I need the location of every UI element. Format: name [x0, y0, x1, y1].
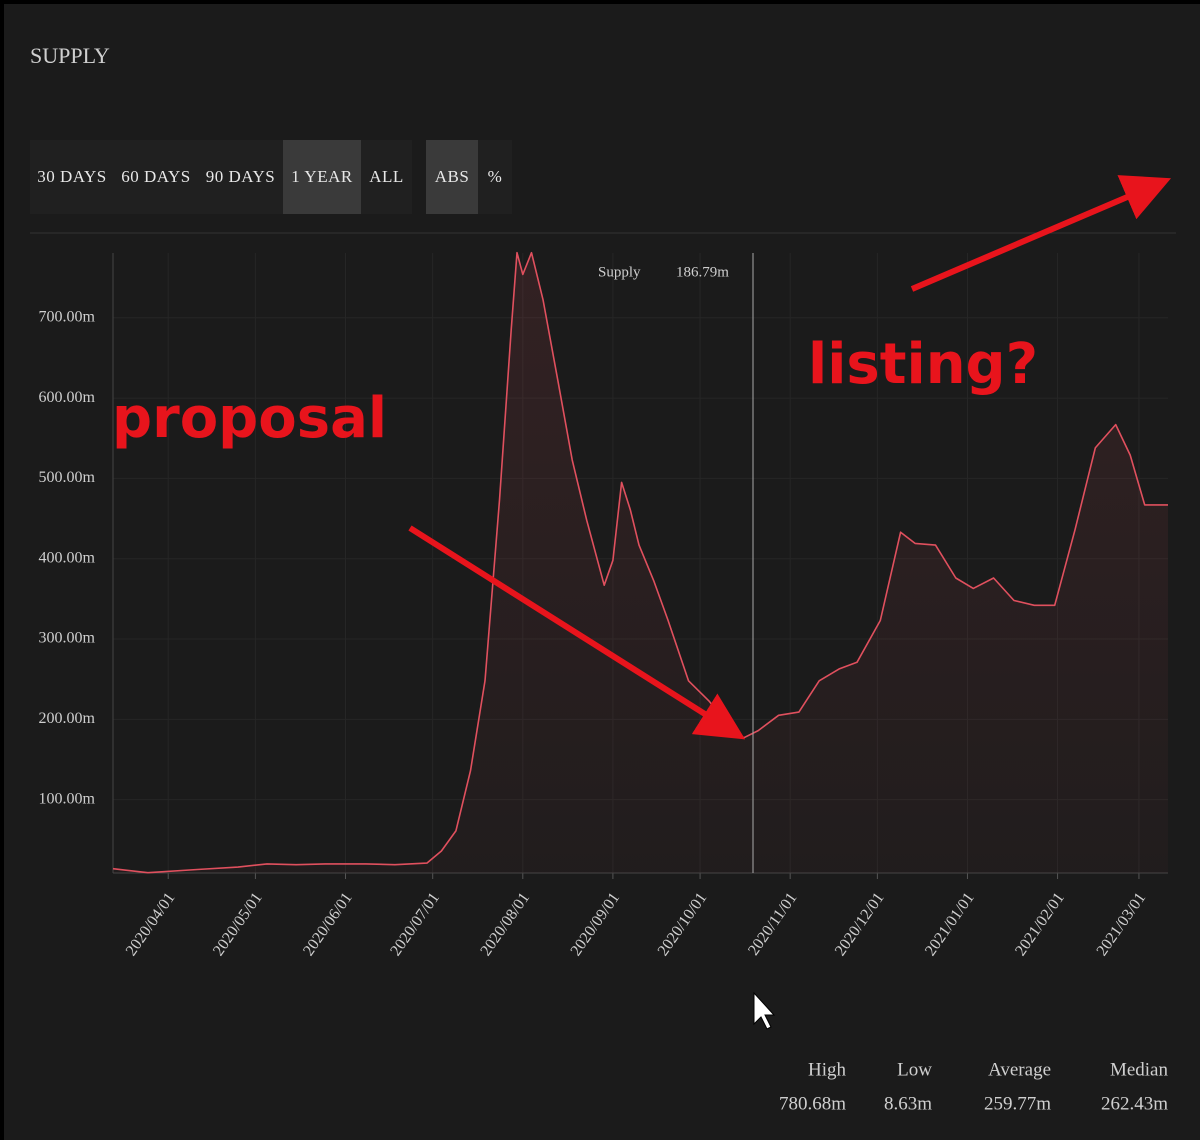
tooltip-label: Supply: [598, 264, 641, 280]
mode-button-active: [426, 140, 478, 214]
y-tick-label: 300.00m: [39, 630, 96, 647]
tooltip-value: 186.79m: [676, 264, 729, 280]
arrow: [408, 525, 746, 740]
annotation: listing?: [808, 332, 1038, 397]
cursor: [753, 991, 776, 1030]
panel-title: SUPPLY: [30, 43, 110, 68]
annotation: proposal: [112, 386, 387, 451]
area: [113, 252, 1168, 873]
range-button[interactable]: ALL: [369, 167, 404, 186]
y-tick-label: 100.00m: [39, 790, 96, 807]
y-tick-label: 400.00m: [39, 549, 96, 566]
mode-button[interactable]: %: [488, 167, 503, 186]
stat-label: High: [808, 1059, 847, 1080]
arrow: [910, 175, 1172, 292]
stat-value: 262.43m: [1101, 1093, 1168, 1114]
y-tick-label: 700.00m: [39, 308, 96, 325]
stat-value: 780.68m: [779, 1093, 846, 1114]
y-tick-label: 500.00m: [39, 469, 96, 486]
mode-button[interactable]: ABS: [435, 167, 470, 186]
stat-value: 8.63m: [884, 1093, 932, 1114]
range-button[interactable]: 60 DAYS: [121, 167, 190, 186]
range-button[interactable]: 30 DAYS: [37, 167, 106, 186]
range-button[interactable]: 90 DAYS: [206, 167, 275, 186]
range-button-active: [283, 140, 361, 214]
stat-value: 259.77m: [984, 1093, 1051, 1114]
line: [112, 251, 1168, 874]
stat-label: Median: [1110, 1059, 1169, 1080]
range-button[interactable]: 1 YEAR: [291, 167, 353, 186]
stat-label: Low: [897, 1059, 932, 1080]
y-tick-label: 600.00m: [39, 389, 96, 406]
y-tick-label: 200.00m: [39, 710, 96, 727]
stat-label: Average: [988, 1059, 1051, 1080]
